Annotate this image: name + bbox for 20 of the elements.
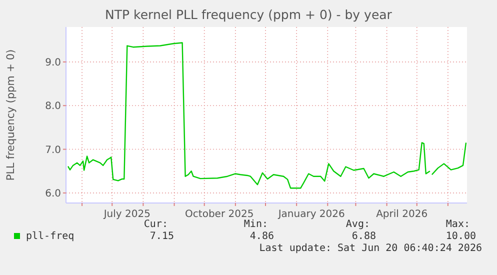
y-tick-label: 8.0 [45,101,61,112]
y-tick-label: 7.0 [45,144,61,156]
text: 10.00 [446,231,476,242]
x-tick-label: January 2026 [277,209,345,220]
x-tick-label: July 2025 [102,209,150,220]
legend-label: pll-freq [26,231,74,242]
text: Avg: [346,219,370,230]
text: Min: [244,219,268,230]
y-tick-label: 6.0 [45,188,61,200]
chart-title: NTP kernel PLL frequency (ppm + 0) - by year [105,7,393,22]
y-axis-title: PLL frequency (ppm + 0) [5,49,17,181]
text: Max: [446,219,470,230]
text: Cur: [144,219,168,230]
x-tick-label: April 2026 [376,209,428,220]
text: 4.86 [250,231,274,242]
text: 7.15 [150,231,174,242]
y-tick-label: 9.0 [45,57,61,68]
text: 6.88 [352,231,376,242]
x-tick-label: October 2025 [185,209,254,220]
text: Last update: Sat Jun 20 06:40:24 2026 [259,243,482,254]
